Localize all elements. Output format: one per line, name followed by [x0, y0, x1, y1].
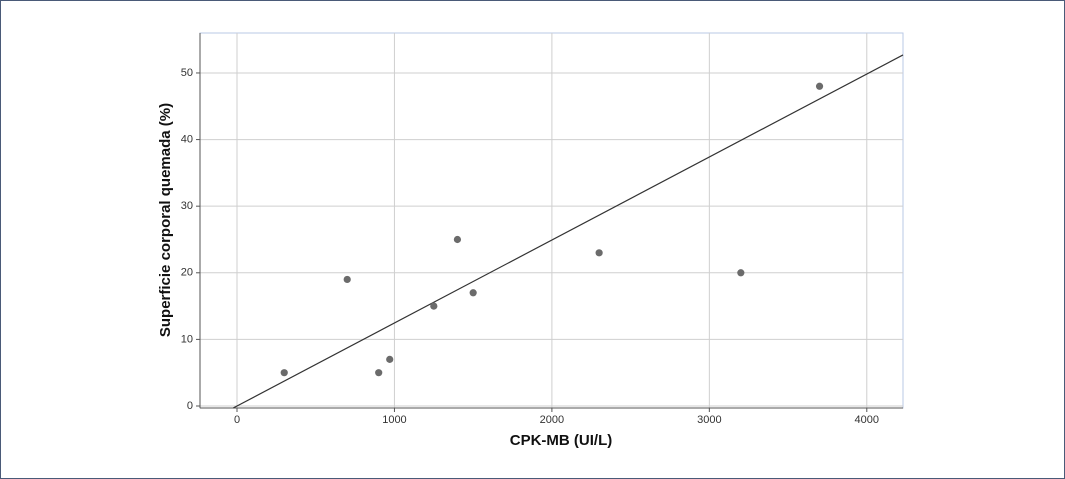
point — [343, 275, 351, 284]
x-axis-title: CPK-MB (UI/L) — [510, 432, 612, 449]
x-tick-label: 1000 — [382, 414, 406, 426]
x-tick-label: 4000 — [855, 414, 879, 426]
y-tick-label: 50 — [181, 67, 193, 79]
x-tick-label: 0 — [234, 414, 240, 426]
point — [595, 249, 603, 257]
x-tick-label: 3000 — [697, 414, 721, 426]
y-tick-label: 0 — [187, 400, 193, 412]
point — [469, 289, 477, 297]
y-tick-label: 30 — [181, 200, 193, 212]
trend-line — [232, 54, 904, 409]
y-axis-title: Superficie corporal quemada (%) — [157, 103, 174, 337]
x-tick-label: 2000 — [540, 414, 564, 426]
point — [280, 369, 288, 377]
point — [815, 82, 824, 90]
y-tick-label: 20 — [181, 267, 193, 279]
point — [430, 302, 438, 310]
point — [453, 235, 462, 244]
point — [386, 355, 394, 363]
point — [375, 369, 383, 377]
y-tick-label: 40 — [181, 133, 193, 145]
point — [737, 269, 745, 277]
y-tick-label: 10 — [181, 333, 193, 345]
